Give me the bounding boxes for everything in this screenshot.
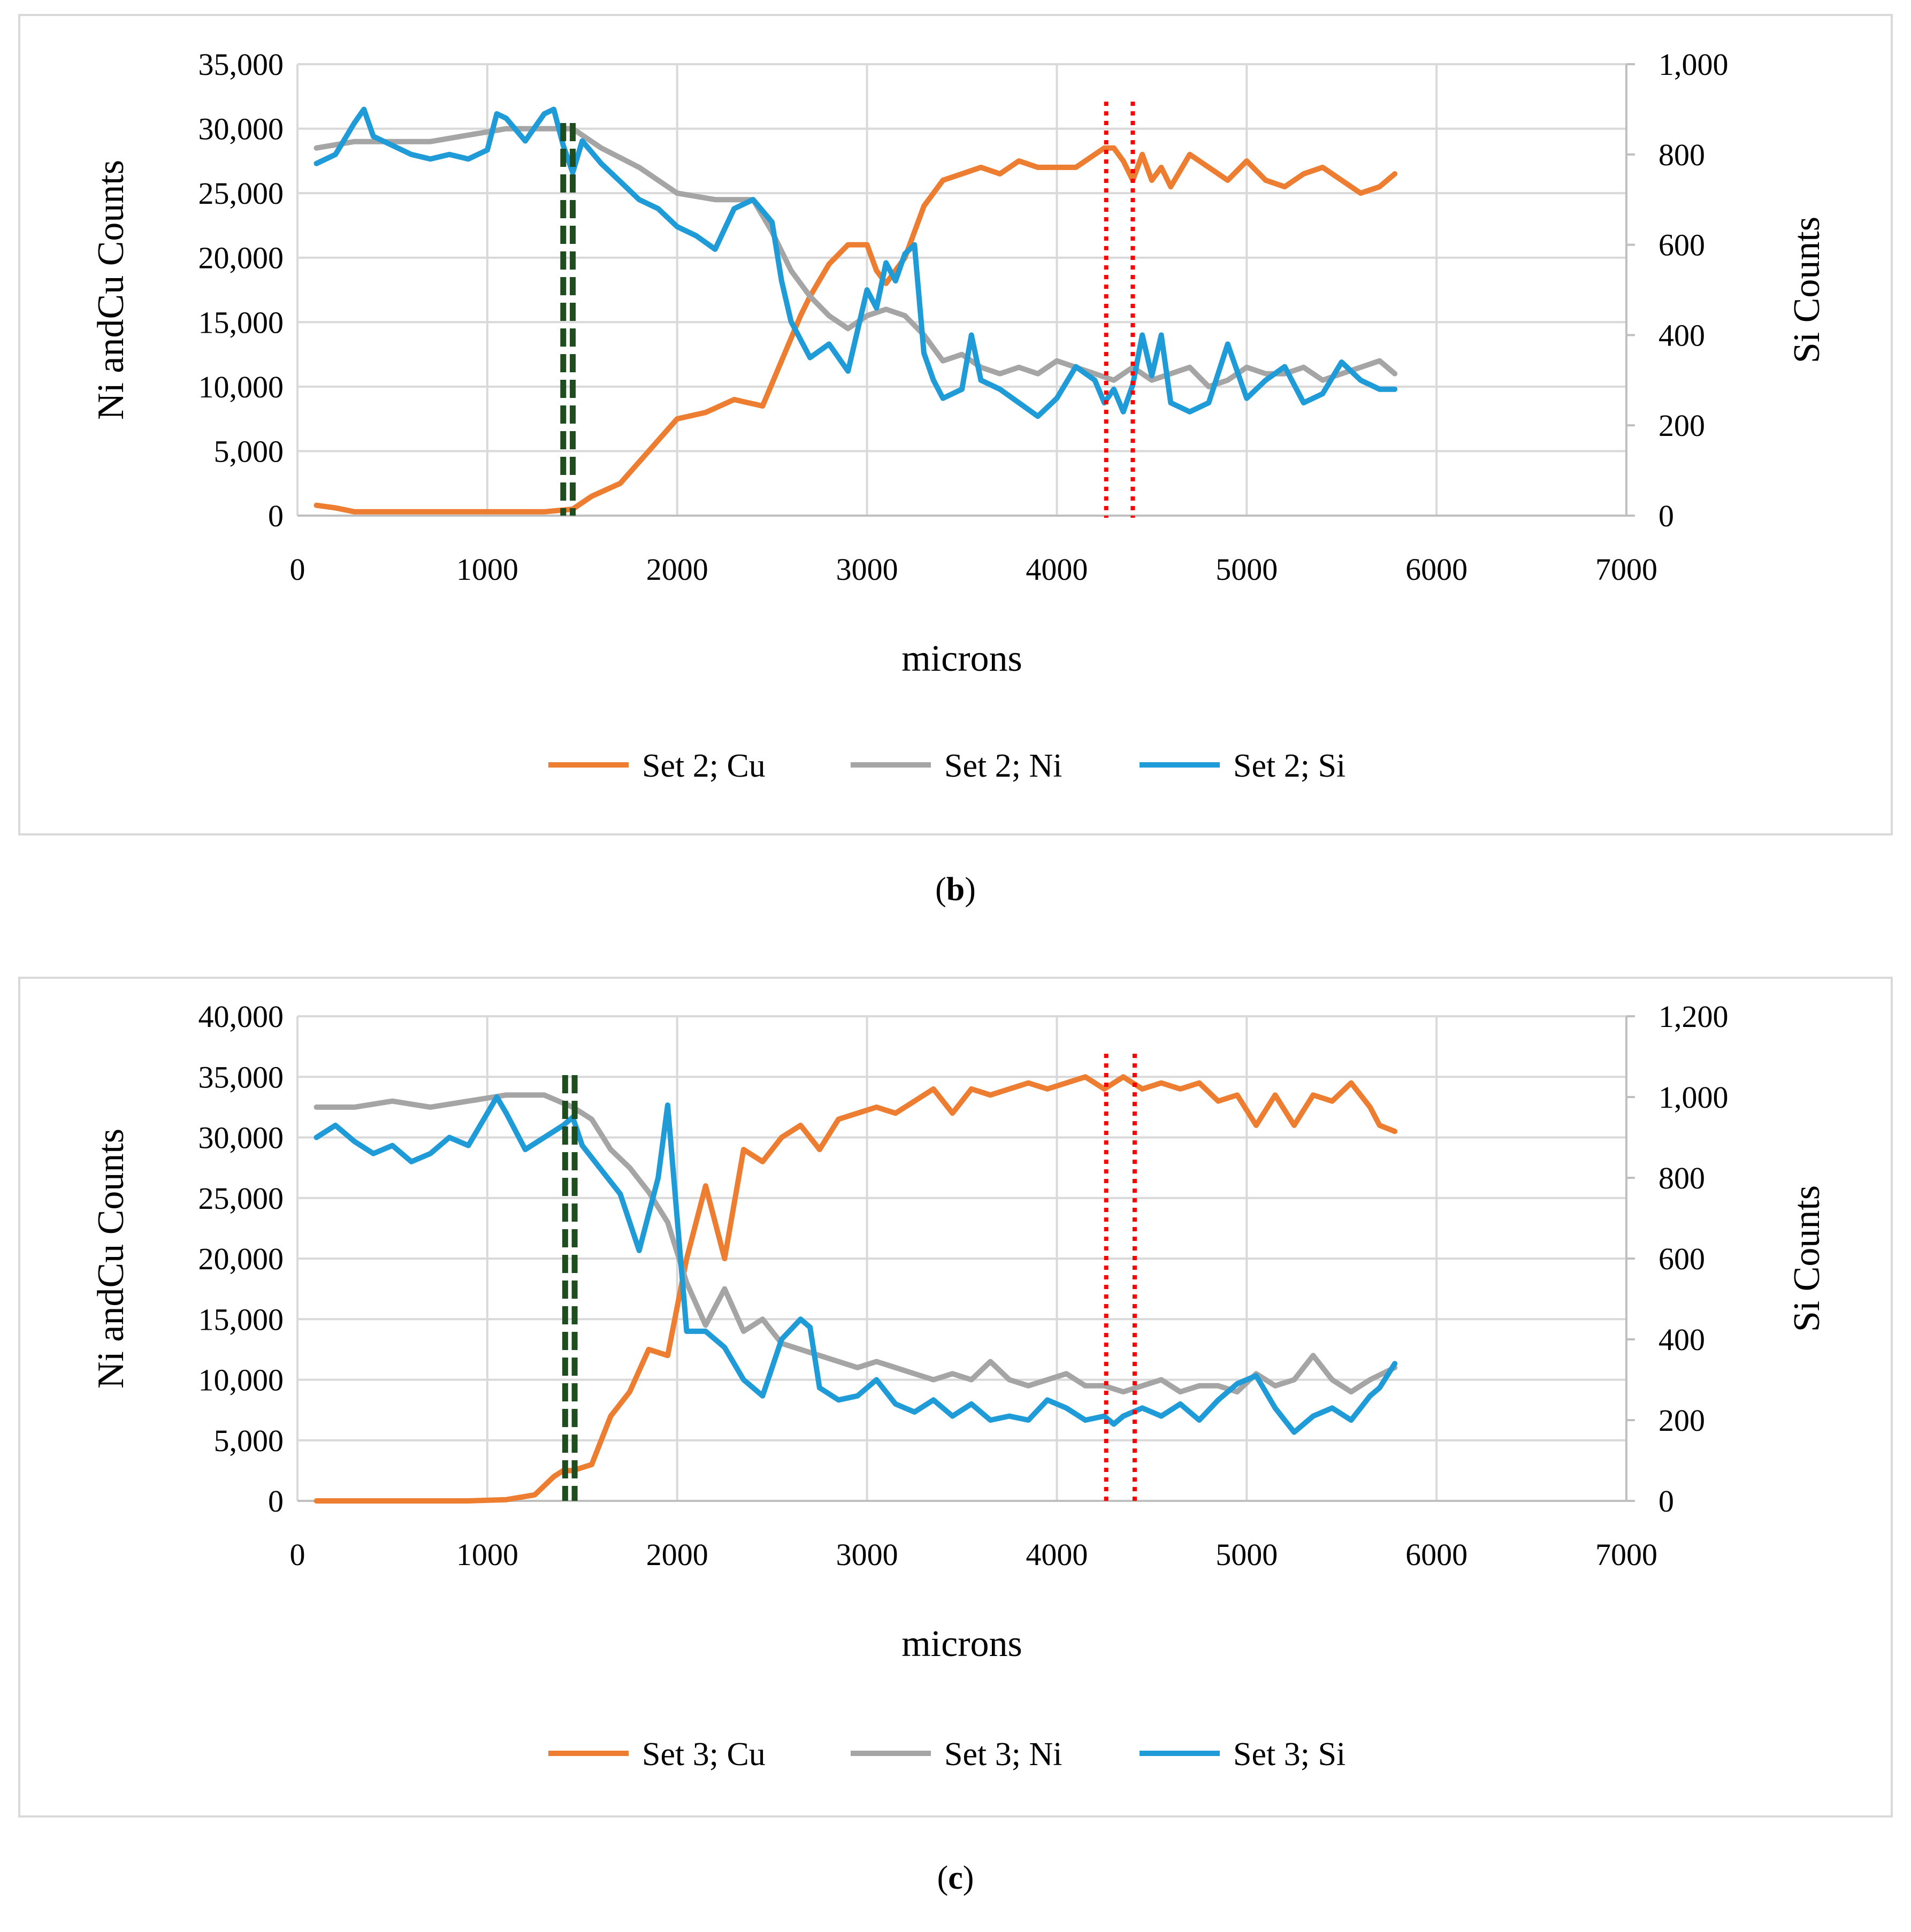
caption-c-letter: c bbox=[948, 1860, 963, 1896]
chart-frame bbox=[18, 14, 1893, 835]
y-right-tick-label: 1,000 bbox=[1658, 1080, 1729, 1115]
chart-panel-b: 0 5,000 10,000 15,000 20,000 25,000 30,000 35,0… bbox=[18, 14, 1893, 835]
y-tick-label: 30,000 bbox=[198, 112, 284, 147]
y-right-tick-label: 1,200 bbox=[1658, 999, 1729, 1034]
y-right-tick-label: 0 bbox=[1658, 1484, 1674, 1519]
x-axis-title: microns bbox=[901, 638, 1022, 679]
y-tick-label: 5,000 bbox=[214, 434, 284, 469]
y-right-tick-label: 400 bbox=[1658, 1322, 1705, 1357]
y-tick-label: 15,000 bbox=[198, 1302, 284, 1337]
y-tick-label: 20,000 bbox=[198, 1241, 284, 1276]
x-tick-label: 3000 bbox=[836, 552, 898, 587]
x-tick-label: 2000 bbox=[646, 1537, 708, 1572]
x-tick-label: 5000 bbox=[1216, 552, 1278, 587]
y-tick-label: 10,000 bbox=[198, 1363, 284, 1398]
y-tick-label: 25,000 bbox=[198, 1181, 284, 1216]
legend-label-si: Set 2; Si bbox=[1233, 748, 1346, 784]
x-tick-label: 0 bbox=[290, 552, 305, 587]
x-tick-label: 7000 bbox=[1595, 1537, 1657, 1572]
series-line-cu bbox=[314, 1074, 1398, 1504]
series-line-ni bbox=[314, 126, 1398, 389]
caption-c: (c) bbox=[937, 1860, 974, 1896]
x-tick-label: 6000 bbox=[1405, 552, 1467, 587]
y-tick-label: 10,000 bbox=[198, 370, 284, 404]
y-right-tick-label: 200 bbox=[1658, 1403, 1705, 1438]
x-tick-label: 4000 bbox=[1026, 552, 1088, 587]
x-tick-label: 7000 bbox=[1595, 552, 1657, 587]
y-right-tick-label: 0 bbox=[1658, 499, 1674, 533]
y-right-tick-label: 600 bbox=[1658, 228, 1705, 263]
chart-frame bbox=[18, 977, 1893, 1818]
y-right-tick-label: 800 bbox=[1658, 1161, 1705, 1195]
legend-label-cu: Set 3; Cu bbox=[642, 1736, 766, 1773]
series-line-si bbox=[314, 1094, 1398, 1435]
x-axis-title: microns bbox=[901, 1623, 1022, 1665]
x-tick-label: 4000 bbox=[1026, 1537, 1088, 1572]
legend-label-ni: Set 2; Ni bbox=[944, 748, 1062, 784]
y-right-tick-label: 400 bbox=[1658, 318, 1705, 352]
y-axis-title: Ni andCu Counts bbox=[90, 1129, 132, 1389]
y-tick-label: 0 bbox=[268, 499, 284, 533]
y-tick-label: 25,000 bbox=[198, 176, 284, 211]
x-tick-label: 0 bbox=[290, 1537, 305, 1572]
legend-label-ni: Set 3; Ni bbox=[944, 1736, 1062, 1773]
series-line-cu bbox=[314, 145, 1398, 515]
y-right-tick-label: 600 bbox=[1658, 1241, 1705, 1276]
legend-label-cu: Set 2; Cu bbox=[642, 748, 766, 784]
y-tick-label: 5,000 bbox=[214, 1423, 284, 1458]
caption-b: (b) bbox=[935, 871, 976, 908]
y-axis-title: Ni andCu Counts bbox=[90, 160, 132, 420]
x-tick-label: 3000 bbox=[836, 1537, 898, 1572]
y-tick-label: 20,000 bbox=[198, 241, 284, 275]
x-tick-label: 5000 bbox=[1216, 1537, 1278, 1572]
y-tick-label: 30,000 bbox=[198, 1121, 284, 1155]
y-right-axis-title: Si Counts bbox=[1786, 217, 1828, 363]
x-tick-label: 6000 bbox=[1405, 1537, 1467, 1572]
x-tick-label: 2000 bbox=[646, 552, 708, 587]
legend-label-si: Set 3; Si bbox=[1233, 1736, 1346, 1773]
x-tick-label: 1000 bbox=[456, 1537, 518, 1572]
chart-panel-c: 0 5,000 10,000 15,000 20,000 25,000 30,000 35,0… bbox=[18, 977, 1893, 1818]
y-tick-label: 0 bbox=[268, 1484, 284, 1519]
y-tick-label: 15,000 bbox=[198, 305, 284, 340]
y-tick-label: 35,000 bbox=[198, 47, 284, 82]
series-line-si bbox=[314, 106, 1398, 419]
y-right-tick-label: 200 bbox=[1658, 408, 1705, 443]
caption-b-letter: b bbox=[946, 871, 965, 908]
y-right-tick-label: 1,000 bbox=[1658, 47, 1729, 82]
y-right-tick-label: 800 bbox=[1658, 137, 1705, 172]
x-tick-label: 1000 bbox=[456, 552, 518, 587]
y-tick-label: 40,000 bbox=[198, 999, 284, 1034]
y-right-axis-title: Si Counts bbox=[1786, 1185, 1828, 1332]
y-tick-label: 35,000 bbox=[198, 1060, 284, 1094]
